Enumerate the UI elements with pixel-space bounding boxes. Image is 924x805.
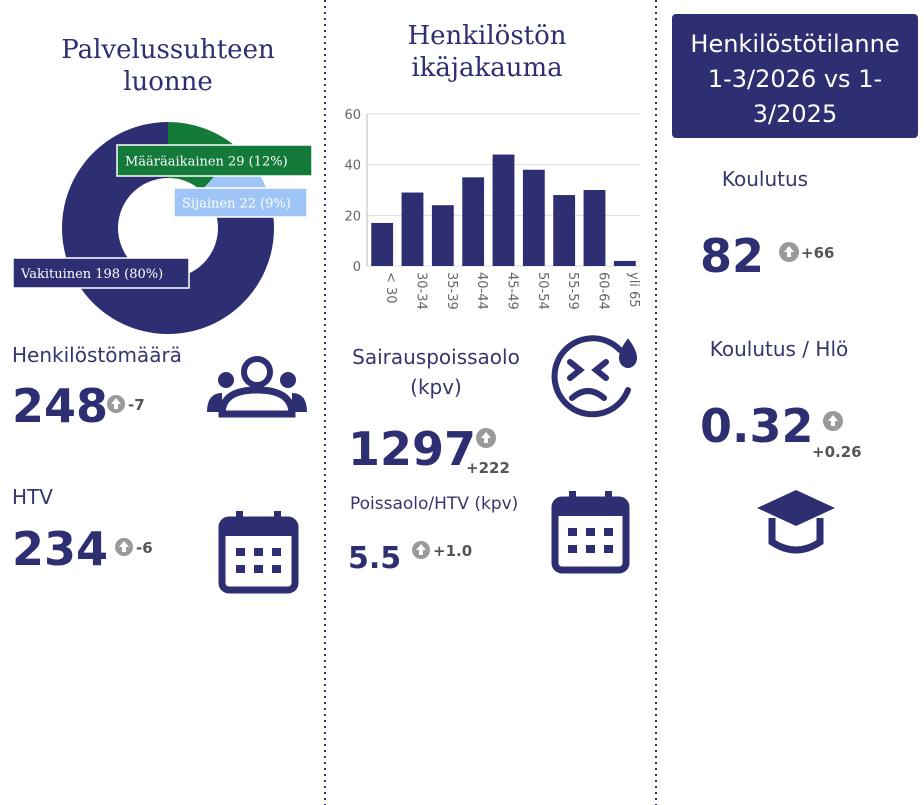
sick-icon [551, 335, 637, 418]
up-icon [412, 541, 430, 559]
chart-title: luonne [123, 67, 213, 97]
kpi-change: +1.0 [433, 542, 472, 560]
y-tick-label: 60 [344, 108, 361, 123]
cap-icon [757, 490, 835, 554]
kpi-label: Koulutus / Hlö [710, 337, 849, 361]
kpi-label: Poissaolo/HTV (kpv) [350, 494, 518, 514]
kpi-value: 5.5 [348, 541, 401, 576]
people-icon [207, 356, 307, 418]
charts: Määräaikainen 29 (12%) Sijainen 22 (9%) Vaki… [12, 108, 641, 334]
up-icon [823, 411, 843, 431]
change-icons [107, 242, 843, 559]
up-icon [115, 538, 133, 556]
kpi-label: Henkilöstömäärä [12, 343, 182, 367]
y-tick-label: 40 [344, 159, 361, 174]
header-line: 1-3/2026 vs 1- [708, 65, 882, 93]
kpi-value: 0.32 [700, 399, 814, 453]
header-line: Henkilöstötilanne [690, 30, 899, 58]
data-label: Vakituinen 198 (80%) [20, 267, 163, 282]
x-tick-label: < 30 [383, 272, 398, 304]
x-tick-label: yli 65 [626, 272, 641, 308]
data-label-box [116, 144, 313, 177]
y-tick-label: 0 [353, 260, 361, 275]
chart-title: ikäjakauma [411, 53, 562, 83]
kpi-change: +66 [801, 244, 834, 262]
kpi-label: (kpv) [410, 375, 462, 399]
data-label-box [173, 187, 308, 218]
up-icon [107, 395, 125, 413]
bar [401, 192, 424, 266]
y-tick-label: 20 [344, 209, 361, 224]
kpi-change: -7 [128, 396, 145, 414]
bar [583, 190, 606, 266]
x-tick-label: 55-59 [565, 272, 580, 310]
x-tick-label: 30-34 [414, 272, 429, 310]
header: Henkilöstötilanne 1-3/2026 vs 1- 3/2025 [690, 30, 899, 128]
up-icon [779, 242, 799, 262]
chart-title: Henkilöstön [407, 21, 566, 51]
calendar-icon [551, 491, 630, 574]
x-tick-label: 45-49 [505, 272, 520, 310]
data-label-box [12, 257, 190, 289]
bar [431, 205, 454, 266]
header-line: 3/2025 [753, 100, 837, 128]
category-name: Vakituinen [20, 267, 92, 282]
kpi-value: 82 [700, 229, 764, 283]
bar [613, 260, 636, 266]
x-tick-label: 35-39 [444, 272, 459, 310]
data-label: Sijainen 22 (9%) [182, 197, 291, 212]
calendar-icon [218, 511, 299, 594]
kpi-change: -6 [136, 539, 153, 557]
category-name: Määräaikainen [125, 155, 225, 170]
category-name: Sijainen [182, 197, 236, 212]
data-label: Määräaikainen 29 (12%) [125, 155, 288, 170]
value-label: 22 (9%) [239, 197, 290, 212]
kpi-value: 248 [12, 379, 108, 433]
value-label: 29 (12%) [228, 155, 288, 170]
header-box [672, 14, 918, 138]
bar [553, 195, 576, 266]
x-tick-label: 40-44 [474, 272, 489, 310]
kpi-label: Koulutus [722, 167, 808, 191]
bar [462, 177, 485, 266]
value-label: 198 (80%) [95, 267, 163, 282]
bar [492, 154, 515, 266]
kpi-value: 234 [12, 522, 108, 576]
kpi-value: 1297 [348, 422, 476, 476]
x-tick-label: 60-64 [596, 272, 611, 310]
bar [371, 222, 394, 266]
chart-title: Palvelussuhteen [61, 35, 275, 65]
kpi-label: HTV [12, 485, 53, 509]
kpi-label: Sairauspoissaolo [352, 345, 520, 369]
x-tick-label: 50-54 [535, 272, 550, 310]
kpi-change: +222 [466, 459, 510, 477]
up-icon [476, 428, 496, 448]
kpi-change: +0.26 [812, 443, 862, 461]
bar [522, 169, 545, 266]
